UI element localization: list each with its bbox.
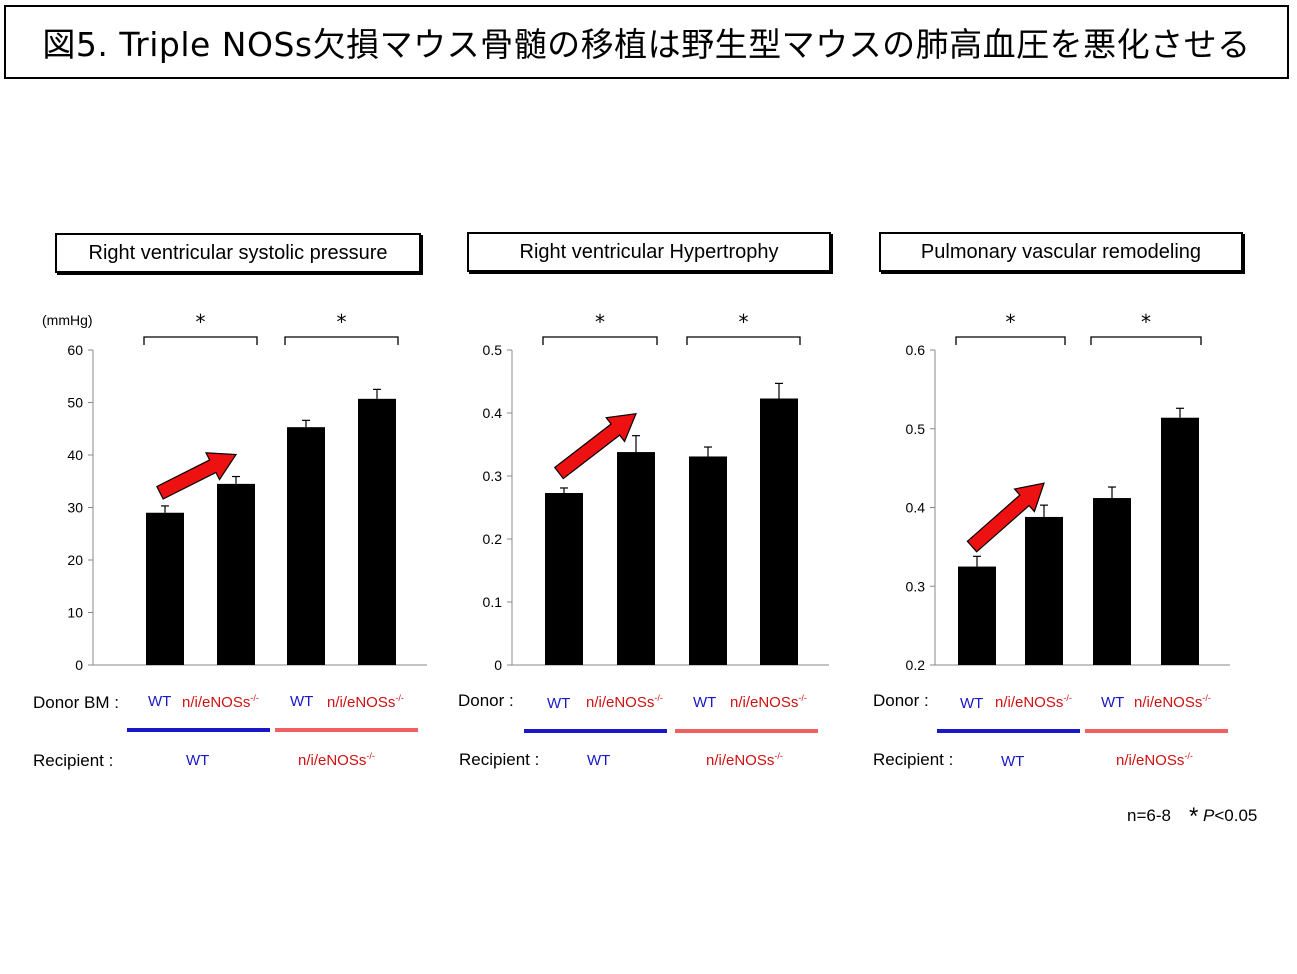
donor-wt-label-6: WT bbox=[1101, 694, 1125, 711]
y-tick-label: 50 bbox=[67, 395, 83, 411]
donor-wt-label-3: WT bbox=[547, 695, 571, 712]
recipient-ko-line-1 bbox=[275, 728, 418, 732]
panel-title-pvr: Pulmonary vascular remodeling bbox=[879, 232, 1243, 272]
significance-star: * bbox=[1188, 803, 1199, 830]
significance-star: * bbox=[595, 310, 605, 334]
y-tick-label: 20 bbox=[67, 552, 83, 568]
donor-ko-label-5: n/i/eNOSs-/- bbox=[995, 693, 1072, 712]
trend-arrow bbox=[966, 482, 1045, 553]
donor-label-rvsp: Donor BM : bbox=[33, 693, 119, 712]
significance-bracket bbox=[686, 336, 801, 345]
panel-title-rvh: Right ventricular Hypertrophy bbox=[467, 232, 831, 272]
p-label: P bbox=[1203, 806, 1215, 825]
y-tick-label: 30 bbox=[67, 500, 83, 516]
bar bbox=[217, 483, 255, 665]
donor-ko-label-6: n/i/eNOSs-/- bbox=[1134, 693, 1211, 712]
recipient-wt-2: WT bbox=[587, 752, 611, 769]
bar bbox=[1161, 417, 1199, 665]
y-tick-label: 0.5 bbox=[483, 342, 503, 358]
donor-wt-label-2: WT bbox=[290, 693, 314, 710]
donor-wt-label-1: WT bbox=[148, 693, 172, 710]
significance-bracket bbox=[143, 336, 258, 345]
bar bbox=[958, 566, 996, 665]
y-unit-label: (mmHg) bbox=[42, 312, 93, 328]
significance-star: * bbox=[196, 310, 206, 334]
y-tick-label: 0.3 bbox=[483, 468, 503, 484]
bar bbox=[1093, 498, 1131, 665]
recipient-wt-3: WT bbox=[1001, 753, 1025, 770]
recipient-ko-line-3 bbox=[1085, 729, 1228, 733]
donor-label-rvh: Donor : bbox=[458, 691, 514, 710]
y-tick-label: 60 bbox=[67, 342, 83, 358]
recipient-wt-line-3 bbox=[937, 729, 1080, 733]
recipient-wt-1: WT bbox=[186, 752, 210, 769]
recipient-wt-line-1 bbox=[127, 728, 270, 732]
recipient-ko-line-2 bbox=[675, 729, 818, 733]
recipient-label-rvh: Recipient : bbox=[459, 750, 540, 769]
y-tick-label: 0.6 bbox=[906, 342, 926, 358]
trend-arrow-shape bbox=[553, 412, 637, 480]
donor-ko-label-4: n/i/eNOSs-/- bbox=[730, 693, 807, 712]
significance-star: * bbox=[1141, 310, 1151, 334]
bar bbox=[1025, 516, 1063, 665]
donor-ko-label-3: n/i/eNOSs-/- bbox=[586, 693, 663, 712]
donor-wt-label-4: WT bbox=[693, 694, 717, 711]
donor-ko-label-2: n/i/eNOSs-/- bbox=[327, 693, 404, 712]
chart-pvr: 0.2 0.3 0.4 0.5 0.6 * * bbox=[906, 310, 1230, 673]
recipient-label-pvr: Recipient : bbox=[873, 750, 954, 769]
y-tick-label: 0.2 bbox=[906, 657, 926, 673]
significance-star: * bbox=[1006, 310, 1016, 334]
y-tick-label: 0.5 bbox=[906, 421, 926, 437]
bar bbox=[617, 452, 655, 665]
y-tick-label: 10 bbox=[67, 605, 83, 621]
chart-rvh: 0 0.1 0.2 0.3 0.4 0.5 * * bbox=[483, 310, 829, 673]
y-tick-label: 0.4 bbox=[906, 500, 926, 516]
y-tick-label: 0.4 bbox=[483, 405, 503, 421]
panel-title-rvsp: Right ventricular systolic pressure bbox=[55, 233, 421, 273]
y-tick-label: 0 bbox=[75, 657, 83, 673]
recipient-wt-line-2 bbox=[524, 729, 667, 733]
donor-wt-label-5: WT bbox=[960, 695, 984, 712]
chart-rvsp: 0 10 20 30 40 50 60 * * bbox=[67, 310, 427, 673]
bar bbox=[760, 398, 798, 665]
significance-bracket bbox=[542, 336, 658, 345]
recipient-ko-3: n/i/eNOSs-/- bbox=[1116, 751, 1193, 770]
trend-arrow-shape bbox=[966, 482, 1045, 553]
y-tick-label: 0.3 bbox=[906, 578, 926, 594]
bar bbox=[545, 493, 583, 665]
significance-star: * bbox=[337, 310, 347, 334]
recipient-ko-2: n/i/eNOSs-/- bbox=[706, 751, 783, 770]
y-tick-label: 0.1 bbox=[483, 594, 503, 610]
y-tick-label: 0 bbox=[494, 657, 502, 673]
recipient-ko-1: n/i/eNOSs-/- bbox=[298, 751, 375, 770]
donor-ko-label-1: n/i/eNOSs-/- bbox=[182, 693, 259, 712]
trend-arrow bbox=[553, 412, 637, 480]
trend-arrow-shape bbox=[156, 452, 238, 500]
trend-arrow bbox=[156, 452, 238, 500]
bar bbox=[689, 456, 727, 665]
y-tick-label: 0.2 bbox=[483, 531, 503, 547]
donor-label-pvr: Donor : bbox=[873, 691, 929, 710]
p-value: <0.05 bbox=[1214, 806, 1258, 825]
bar bbox=[358, 398, 396, 665]
sample-size: n=6-8 bbox=[1127, 806, 1171, 825]
footnote: n=6-8 * P<0.05 bbox=[1127, 803, 1257, 831]
significance-bracket bbox=[955, 336, 1066, 345]
recipient-label-rvsp: Recipient : bbox=[33, 751, 114, 770]
significance-star: * bbox=[739, 310, 749, 334]
significance-bracket bbox=[1090, 336, 1202, 345]
y-tick-label: 40 bbox=[67, 447, 83, 463]
bar bbox=[287, 427, 325, 665]
figure-title: 図5. Triple NOSs欠損マウス骨髄の移植は野生型マウスの肺高血圧を悪化… bbox=[4, 5, 1289, 79]
bar bbox=[146, 512, 184, 665]
significance-bracket bbox=[284, 336, 399, 345]
